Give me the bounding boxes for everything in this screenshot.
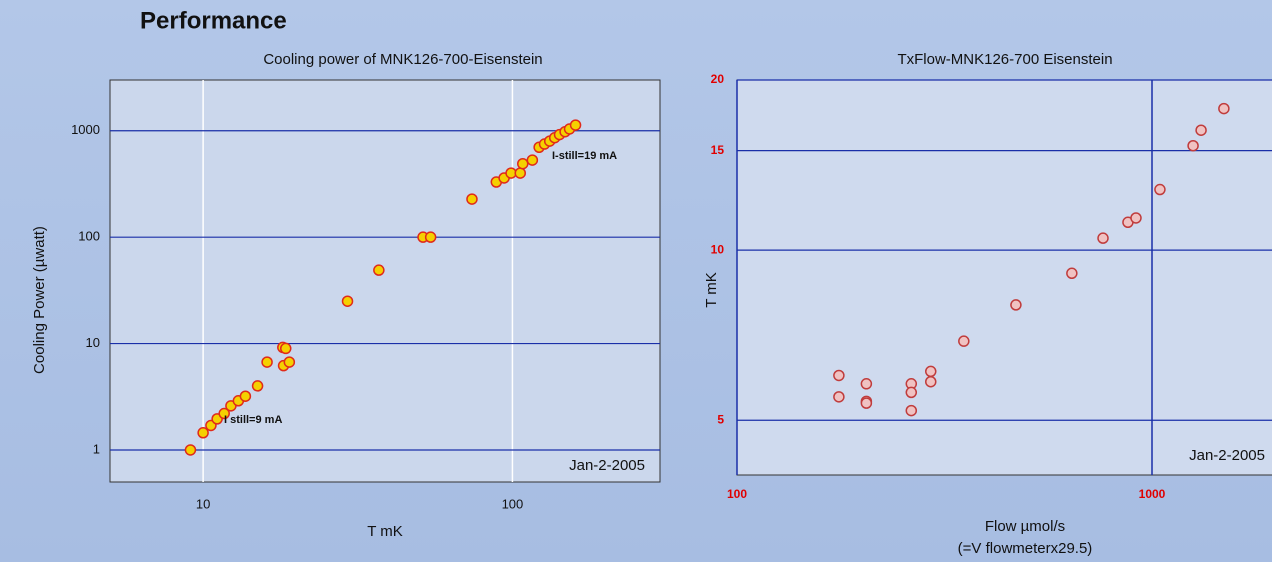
page-title: Performance [140,7,287,34]
point [1131,213,1141,223]
point [284,357,294,367]
point [861,398,871,408]
annotation: Jan-2-2005 [1189,447,1265,464]
annotation: Jan-2-2005 [569,457,645,474]
point [281,343,291,353]
point [343,296,353,306]
x-axis-label: T mK [367,523,403,540]
point [906,387,916,397]
x-tick-label: 100 [502,496,524,511]
x-tick-label: 10 [196,496,210,511]
point [906,406,916,416]
point [861,379,871,389]
x-axis-label: Flow µmol/s [985,518,1065,535]
y-tick-label: 15 [711,143,725,157]
y-tick-label: 5 [717,412,724,426]
point [959,336,969,346]
point [1196,125,1206,135]
y-tick-label: 10 [86,335,100,350]
point [374,265,384,275]
point [926,366,936,376]
point [185,445,195,455]
point [1155,185,1165,195]
annotation: I-still=19 mA [552,150,617,162]
x-axis-label: (=V flowmeterx29.5) [958,540,1093,557]
point [262,357,272,367]
y-tick-label: 1000 [71,122,100,137]
chart-title: Cooling power of MNK126-700-Eisenstein [263,51,542,68]
annotation: I still=9 mA [224,414,282,426]
point [198,428,208,438]
y-tick-label: 100 [78,229,100,244]
point [1188,141,1198,151]
point [1219,104,1229,114]
y-axis-label: T mK [703,272,720,308]
chart-title: TxFlow-MNK126-700 Eisenstein [897,51,1112,68]
point [253,381,263,391]
point [926,377,936,387]
point [467,194,477,204]
point [1011,300,1021,310]
x-tick-label: 100 [727,487,747,501]
point [240,391,250,401]
plot-area [737,80,1272,475]
charts: Performance 10 100 1 10 100 1000 100 1000 5 10 15… [0,0,1272,562]
y-axis-label: Cooling Power (µwatt) [31,226,48,374]
point [1067,268,1077,278]
plot-area [110,80,660,482]
point [527,155,537,165]
point [834,392,844,402]
slide: Performance 10 100 1 10 100 1000 100 1000 5 10 15… [0,0,1272,562]
point [518,159,528,169]
y-tick-label: 1 [93,441,100,456]
point [834,370,844,380]
point [515,168,525,178]
y-tick-label: 20 [711,72,725,86]
x-tick-label: 1000 [1139,487,1166,501]
point [426,232,436,242]
point [1098,233,1108,243]
point [571,120,581,130]
y-tick-label: 10 [711,242,725,256]
